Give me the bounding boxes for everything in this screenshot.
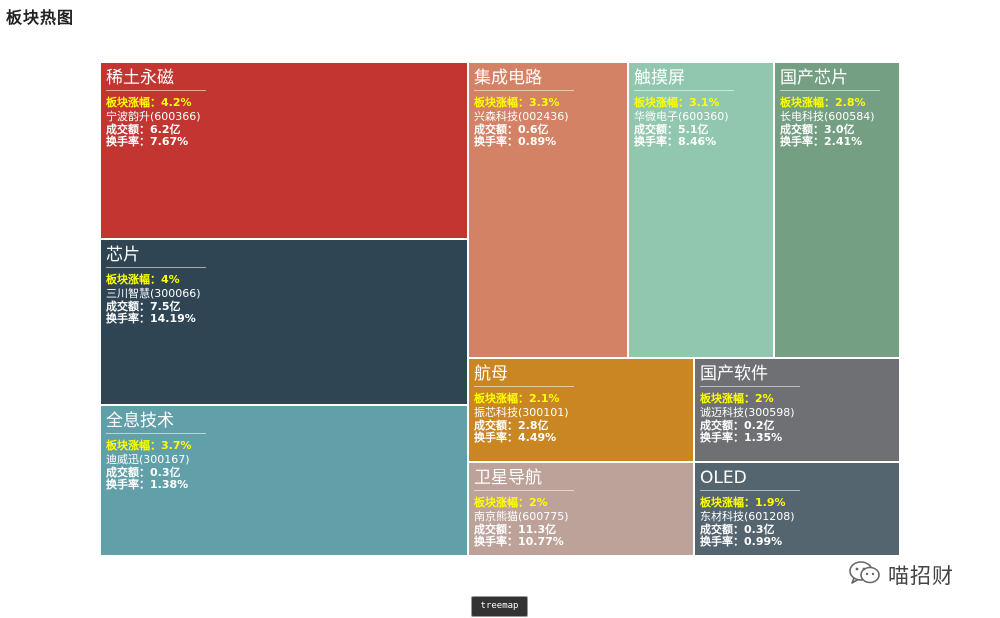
- tile-divider: [780, 90, 880, 91]
- tile-sector-change: 板块涨幅：2%: [474, 496, 548, 509]
- tile-divider: [634, 90, 734, 91]
- tile-content: 国产软件板块涨幅：2% 诚迈科技(300598) 成交额：0.2亿 换手率：1.35%: [700, 364, 897, 444]
- tile-content: 芯片板块涨幅：4% 三川智慧(300066) 成交额：7.5亿 换手率：14.19%: [106, 245, 465, 325]
- tile-content: 航母板块涨幅：2.1% 振芯科技(300101) 成交额：2.8亿 换手率：4.49%: [474, 364, 691, 444]
- tile-content: 稀土永磁板块涨幅：4.2% 宁波韵升(600366) 成交额：6.2亿 换手率：7.6…: [106, 68, 465, 148]
- tile-turnover-amount: 成交额：0.6亿: [474, 123, 549, 136]
- watermark: 喵招财: [848, 560, 954, 590]
- tile-lead-stock: 东材科技(601208): [700, 510, 795, 523]
- tile-turnover-rate: 换手率：7.67%: [106, 135, 189, 148]
- tile-sector-name: 稀土永磁: [106, 68, 174, 88]
- tile-sector-name: 国产软件: [700, 364, 768, 384]
- tile-sector-name: 集成电路: [474, 68, 542, 88]
- tile-turnover-amount: 成交额：6.2亿: [106, 123, 181, 136]
- tile-content: 集成电路板块涨幅：3.3% 兴森科技(002436) 成交额：0.6亿 换手率：0.8…: [474, 68, 625, 148]
- wechat-icon: [848, 560, 882, 590]
- tile-content: 触摸屏板块涨幅：3.1% 华微电子(600360) 成交额：5.1亿 换手率：8.46…: [634, 68, 771, 148]
- tile-content: 全息技术板块涨幅：3.7% 迪威迅(300167) 成交额：0.3亿 换手率：1.38…: [106, 411, 465, 491]
- treemap-tile[interactable]: 稀土永磁板块涨幅：4.2% 宁波韵升(600366) 成交额：6.2亿 换手率：7.6…: [100, 62, 468, 239]
- tile-turnover-rate: 换手率：1.35%: [700, 431, 783, 444]
- tile-sector-name: 航母: [474, 364, 508, 384]
- tile-turnover-rate: 换手率：14.19%: [106, 312, 196, 325]
- treemap-tile[interactable]: OLED 板块涨幅：1.9% 东材科技(601208) 成交额：0.3亿 换手率：0.9…: [694, 462, 900, 556]
- tile-turnover-amount: 成交额：0.3亿: [106, 466, 181, 479]
- treemap-tile[interactable]: 芯片板块涨幅：4% 三川智慧(300066) 成交额：7.5亿 换手率：14.19%: [100, 239, 468, 405]
- tile-turnover-rate: 换手率：0.99%: [700, 535, 783, 548]
- tile-divider: [700, 490, 800, 491]
- tile-turnover-amount: 成交额：0.2亿: [700, 419, 775, 432]
- treemap-tile[interactable]: 卫星导航板块涨幅：2% 南京熊猫(600775) 成交额：11.3亿 换手率：10.7…: [468, 462, 694, 556]
- tile-lead-stock: 迪威迅(300167): [106, 453, 190, 466]
- tile-turnover-amount: 成交额：11.3亿: [474, 523, 557, 536]
- tile-lead-stock: 南京熊猫(600775): [474, 510, 569, 523]
- watermark-text: 喵招财: [888, 564, 954, 588]
- treemap-tile[interactable]: 触摸屏板块涨幅：3.1% 华微电子(600360) 成交额：5.1亿 换手率：8.46…: [628, 62, 774, 358]
- tile-turnover-rate: 换手率：4.49%: [474, 431, 557, 444]
- tile-sector-change: 板块涨幅：4%: [106, 273, 180, 286]
- tile-lead-stock: 长电科技(600584): [780, 110, 875, 123]
- tile-sector-name: OLED: [700, 468, 747, 488]
- tile-lead-stock: 宁波韵升(600366): [106, 110, 201, 123]
- treemap-tile[interactable]: 国产芯片板块涨幅：2.8% 长电科技(600584) 成交额：3.0亿 换手率：2.4…: [774, 62, 900, 358]
- tile-sector-name: 卫星导航: [474, 468, 542, 488]
- tile-divider: [474, 490, 574, 491]
- tile-turnover-amount: 成交额：3.0亿: [780, 123, 855, 136]
- tile-turnover-amount: 成交额：5.1亿: [634, 123, 709, 136]
- tile-sector-change: 板块涨幅：1.9%: [700, 496, 786, 509]
- tile-turnover-rate: 换手率：10.77%: [474, 535, 564, 548]
- tile-lead-stock: 振芯科技(300101): [474, 406, 569, 419]
- series-legend-button[interactable]: treemap: [471, 596, 528, 617]
- tile-lead-stock: 三川智慧(300066): [106, 287, 201, 300]
- tile-lead-stock: 华微电子(600360): [634, 110, 729, 123]
- page-title: 板块热图: [6, 8, 75, 27]
- treemap-tile[interactable]: 全息技术板块涨幅：3.7% 迪威迅(300167) 成交额：0.3亿 换手率：1.38…: [100, 405, 468, 556]
- tile-turnover-amount: 成交额：7.5亿: [106, 300, 181, 313]
- tile-sector-name: 触摸屏: [634, 68, 685, 88]
- tile-turnover-rate: 换手率：1.38%: [106, 478, 189, 491]
- treemap-tile[interactable]: 集成电路板块涨幅：3.3% 兴森科技(002436) 成交额：0.6亿 换手率：0.8…: [468, 62, 628, 358]
- tile-turnover-rate: 换手率：0.89%: [474, 135, 557, 148]
- tile-turnover-amount: 成交额：0.3亿: [700, 523, 775, 536]
- tile-divider: [474, 386, 574, 387]
- tile-sector-change: 板块涨幅：2%: [700, 392, 774, 405]
- tile-divider: [700, 386, 800, 387]
- tile-lead-stock: 诚迈科技(300598): [700, 406, 795, 419]
- tile-content: OLED 板块涨幅：1.9% 东材科技(601208) 成交额：0.3亿 换手率：0.9…: [700, 468, 897, 548]
- tile-sector-name: 全息技术: [106, 411, 174, 431]
- tile-sector-name: 国产芯片: [780, 68, 848, 88]
- tile-sector-change: 板块涨幅：3.1%: [634, 96, 720, 109]
- tile-divider: [106, 433, 206, 434]
- tile-divider: [106, 267, 206, 268]
- tile-divider: [106, 90, 206, 91]
- treemap-tile[interactable]: 航母板块涨幅：2.1% 振芯科技(300101) 成交额：2.8亿 换手率：4.49%: [468, 358, 694, 462]
- tile-sector-name: 芯片: [106, 245, 140, 265]
- tile-sector-change: 板块涨幅：4.2%: [106, 96, 192, 109]
- tile-sector-change: 板块涨幅：2.8%: [780, 96, 866, 109]
- treemap-tile[interactable]: 国产软件板块涨幅：2% 诚迈科技(300598) 成交额：0.2亿 换手率：1.35%: [694, 358, 900, 462]
- tile-turnover-amount: 成交额：2.8亿: [474, 419, 549, 432]
- tile-sector-change: 板块涨幅：3.7%: [106, 439, 192, 452]
- tile-sector-change: 板块涨幅：2.1%: [474, 392, 560, 405]
- tile-turnover-rate: 换手率：8.46%: [634, 135, 717, 148]
- tile-divider: [474, 90, 574, 91]
- tile-turnover-rate: 换手率：2.41%: [780, 135, 863, 148]
- tile-content: 卫星导航板块涨幅：2% 南京熊猫(600775) 成交额：11.3亿 换手率：10.7…: [474, 468, 691, 548]
- tile-content: 国产芯片板块涨幅：2.8% 长电科技(600584) 成交额：3.0亿 换手率：2.4…: [780, 68, 897, 148]
- tile-lead-stock: 兴森科技(002436): [474, 110, 569, 123]
- tile-sector-change: 板块涨幅：3.3%: [474, 96, 560, 109]
